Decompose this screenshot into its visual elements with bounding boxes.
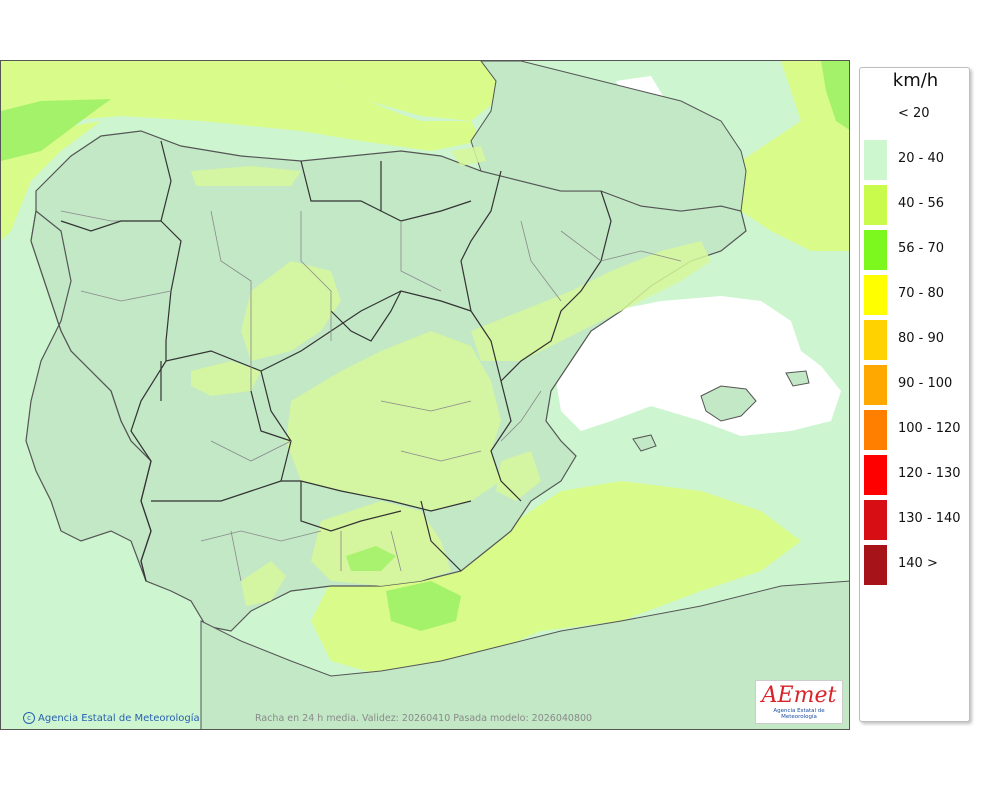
legend-label: < 20 [898, 106, 930, 121]
legend-label: 130 - 140 [898, 511, 961, 526]
legend-label: 20 - 40 [898, 151, 945, 166]
aemet-logo: AEmet Agencia Estatal de Meteorología [755, 680, 843, 724]
legend-item: 80 - 90 [864, 320, 968, 360]
legend-label: 56 - 70 [898, 241, 945, 256]
gust-zone-alboran [311, 481, 801, 681]
legend-unit: km/h [892, 70, 939, 91]
wind-gust-map: c Agencia Estatal de Meteorología Racha e… [0, 60, 850, 730]
menorca [785, 370, 810, 387]
legend-swatch [864, 95, 887, 135]
legend-item: 100 - 120 [864, 410, 968, 450]
logo-wordmark: AEmet [756, 684, 842, 708]
legend-item: < 20 [864, 95, 968, 135]
map-canvas [1, 61, 849, 729]
legend-item: 130 - 140 [864, 500, 968, 540]
legend-swatch [864, 410, 887, 450]
gust-zone-biscay [331, 61, 501, 121]
legend-swatch [864, 365, 887, 405]
gust-zone-basque [451, 146, 486, 166]
ibiza [632, 434, 657, 452]
validity-caption: Racha en 24 h media. Validez: 20260410 P… [255, 713, 593, 724]
legend-label: 80 - 90 [898, 331, 945, 346]
copyright-icon: c [23, 712, 35, 724]
gust-zone-alboran-strong [386, 581, 461, 631]
legend-item: 120 - 130 [864, 455, 968, 495]
north-africa-land [200, 580, 849, 729]
legend-swatch [864, 185, 887, 225]
gust-zone-sierra-nevada [346, 546, 396, 571]
gust-zone-gulf-lion-strong [821, 61, 849, 130]
legend-label: 40 - 56 [898, 196, 945, 211]
legend-label: 100 - 120 [898, 421, 961, 436]
gust-zone-extremadura [191, 361, 261, 396]
gust-zone-murcia [496, 451, 541, 501]
calm-zone-balearic-sea [556, 296, 841, 436]
gust-zone-atlantic-north [1, 61, 481, 151]
legend-swatch [864, 275, 887, 315]
gust-zone-northwest-strong [1, 99, 111, 161]
legend-swatch [864, 320, 887, 360]
legend-item: 90 - 100 [864, 365, 968, 405]
agency-credit: c Agencia Estatal de Meteorología [23, 712, 200, 724]
legend-panel: km/h < 20 20 - 40 40 - 56 56 - 70 70 - 80 80 … [859, 67, 970, 722]
legend-swatch [864, 545, 887, 585]
legend-label: 90 - 100 [898, 376, 953, 391]
legend-label: 120 - 130 [898, 466, 961, 481]
legend-label: 70 - 80 [898, 286, 945, 301]
legend-label: 140 > [898, 556, 938, 571]
legend-swatch [864, 230, 887, 270]
country-borders [60, 220, 162, 401]
legend-swatch [864, 140, 887, 180]
province-borders [60, 210, 682, 582]
gust-zone-meseta [286, 331, 501, 511]
gust-zone-gulf-lion [716, 161, 849, 251]
legend-item: 40 - 56 [864, 185, 968, 225]
logo-subtitle: Agencia Estatal de Meteorología [773, 708, 825, 720]
agency-credit-text: Agencia Estatal de Meteorología [38, 713, 200, 724]
mallorca [700, 385, 757, 422]
gust-zone-southeast [311, 501, 451, 586]
legend-item: 56 - 70 [864, 230, 968, 270]
gust-zone-cantabrian [191, 166, 301, 186]
logo-wordmark-text: AEmet [761, 683, 837, 708]
gust-zone-castilla-north [241, 261, 341, 361]
legend-item: 140 > [864, 545, 968, 585]
legend-swatch [864, 455, 887, 495]
legend-item: 20 - 40 [864, 140, 968, 180]
legend-swatch [864, 500, 887, 540]
gust-zone-ebro [471, 241, 711, 361]
region-borders [130, 140, 612, 582]
gust-zone-andalucia-west [241, 561, 286, 606]
legend-item: 70 - 80 [864, 275, 968, 315]
